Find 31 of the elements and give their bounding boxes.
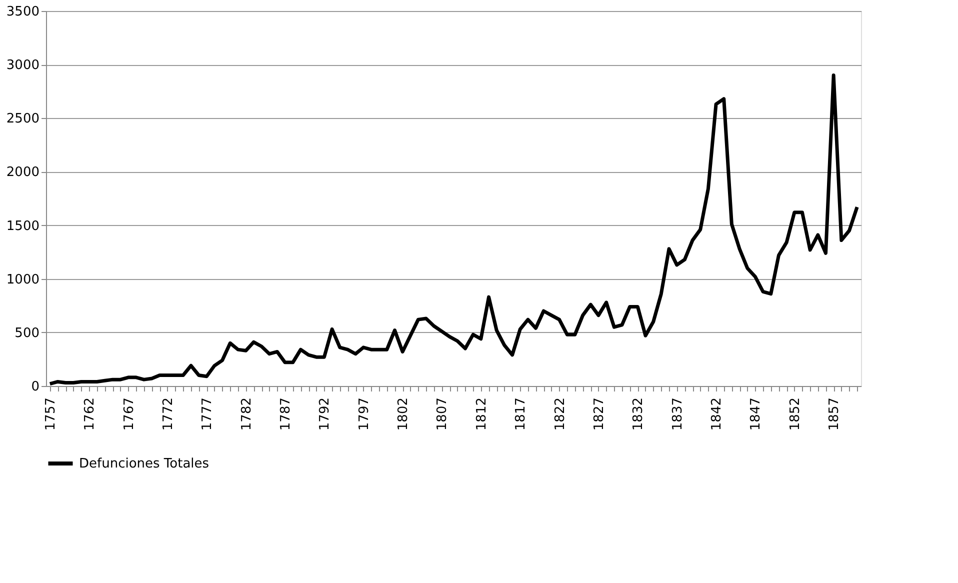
- x-tick-label: 1822: [552, 398, 568, 431]
- x-tick-label: 1792: [318, 398, 333, 431]
- x-tick-label: 1802: [396, 398, 412, 431]
- x-tick-label: 1762: [82, 398, 98, 431]
- x-tick-label: 1842: [710, 398, 725, 431]
- y-tick-label: 500: [14, 326, 40, 341]
- x-tick-label: 1827: [592, 398, 607, 431]
- x-tick-label: 1777: [200, 398, 216, 431]
- x-tick-label: 1852: [788, 398, 803, 431]
- x-tick-label: 1857: [827, 398, 842, 431]
- y-tick-label: 3000: [6, 58, 40, 74]
- y-tick-label: 2000: [6, 165, 40, 180]
- x-tick-label: 1847: [748, 398, 764, 431]
- x-tick-label: 1832: [631, 398, 646, 431]
- y-tick-label: 1000: [6, 272, 40, 288]
- x-tick-label: 1767: [122, 398, 137, 431]
- x-tick-label: 1787: [278, 398, 294, 431]
- y-tick-label: 0: [31, 380, 40, 394]
- x-tick-label: 1772: [160, 398, 176, 431]
- legend-label: Defunciones Totales: [79, 456, 210, 472]
- x-tick-label: 1837: [670, 398, 686, 431]
- y-tick-label: 3500: [6, 4, 40, 20]
- x-tick-label: 1807: [435, 398, 450, 431]
- x-tick-label: 1782: [239, 398, 254, 431]
- x-tick-label: 1817: [514, 398, 529, 431]
- y-tick-label: 1500: [6, 218, 40, 234]
- x-tick-label: 1757: [43, 398, 58, 431]
- y-tick-label: 2500: [6, 112, 40, 127]
- line-series: [48, 74, 859, 386]
- x-tick-label: 1812: [474, 398, 490, 431]
- x-tick-label: 1797: [356, 398, 372, 431]
